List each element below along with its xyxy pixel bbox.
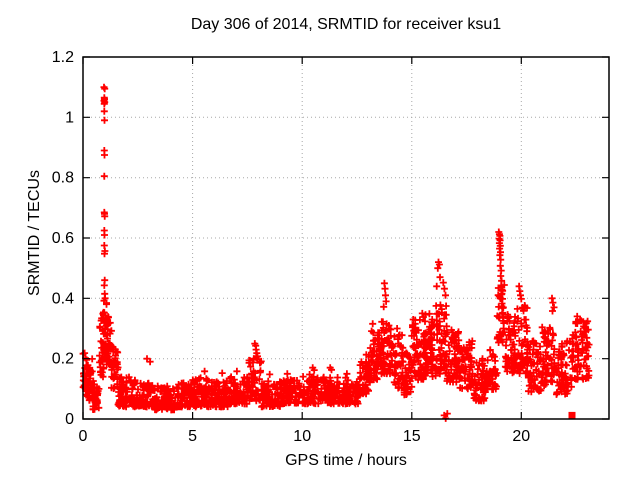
axis-ticks: [82, 56, 609, 420]
x-tick-label: 0: [79, 428, 88, 445]
scatter-points: [79, 83, 593, 422]
y-tick-label: 1.2: [52, 49, 74, 66]
y-tick-label: 0: [65, 411, 74, 428]
x-tick-label: 10: [293, 428, 311, 445]
chart-title: Day 306 of 2014, SRMTID for receiver ksu…: [190, 16, 502, 33]
y-tick-label: 0.6: [52, 230, 74, 247]
special-square-marker: [568, 411, 576, 419]
gridlines: [83, 57, 609, 419]
y-tick-label: 0.8: [52, 170, 74, 187]
x-tick-label: 5: [188, 428, 197, 445]
x-axis-label: GPS time / hours: [285, 452, 407, 469]
y-tick-label: 0.2: [52, 351, 74, 368]
x-tick-label: 15: [403, 428, 421, 445]
x-tick-label: 20: [512, 428, 530, 445]
y-tick-label: 1: [65, 109, 74, 126]
y-tick-label: 0.4: [52, 290, 74, 307]
y-axis-label: SRMTID / TECUs: [26, 170, 43, 296]
